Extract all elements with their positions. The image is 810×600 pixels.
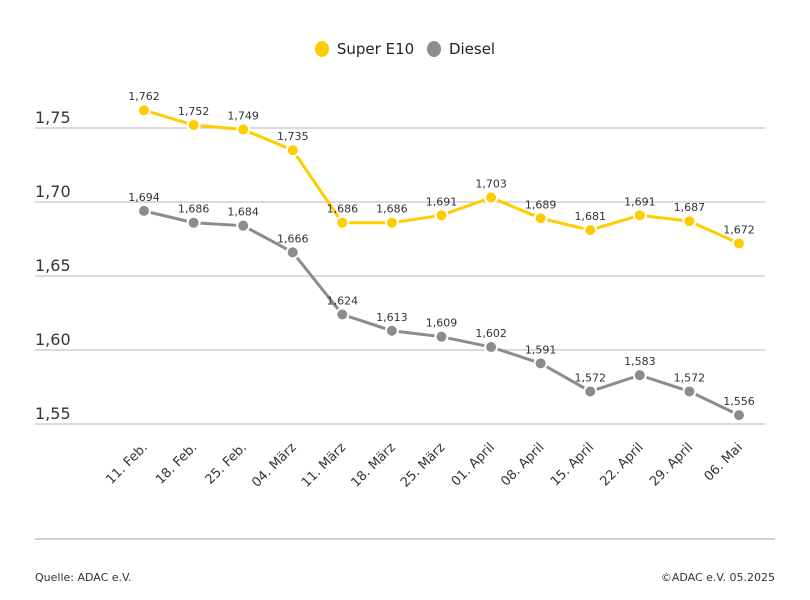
data-label: 1,681 [575, 210, 607, 223]
data-point [484, 340, 499, 355]
data-point [682, 214, 697, 229]
data-label: 1,762 [128, 90, 160, 103]
data-label: 1,749 [227, 109, 259, 122]
source-note: Quelle: ADAC e.V. [35, 571, 132, 584]
data-label: 1,703 [475, 178, 507, 191]
data-point [632, 208, 647, 223]
data-point [632, 368, 647, 383]
x-tick-label: 11. März [299, 440, 349, 490]
x-tick-label: 01. April [449, 440, 498, 489]
copyright: ©ADAC e.V. 05.2025 [660, 571, 775, 584]
data-label: 1,672 [723, 223, 755, 236]
data-point [137, 203, 151, 218]
data-point [236, 218, 251, 233]
legend-marker-super-e10 [314, 41, 329, 57]
data-point [434, 329, 449, 344]
data-point [236, 122, 251, 137]
data-label: 1,689 [525, 198, 557, 211]
data-label: 1,666 [277, 232, 309, 245]
legend-marker-diesel [426, 41, 441, 57]
x-tick-label: 15. April [548, 440, 597, 489]
data-point [384, 215, 399, 230]
data-point [335, 307, 350, 322]
data-label: 1,686 [178, 203, 210, 216]
y-tick-label: 1,55 [35, 404, 71, 423]
x-tick-label: 18. März [348, 440, 398, 490]
data-label: 1,684 [227, 206, 259, 219]
data-label: 1,694 [128, 191, 160, 204]
data-point [186, 118, 201, 133]
y-tick-label: 1,70 [35, 182, 71, 201]
data-label: 1,613 [376, 311, 408, 324]
data-point [484, 190, 499, 205]
data-label: 1,752 [178, 105, 210, 118]
y-tick-label: 1,60 [35, 330, 71, 349]
data-point [285, 245, 300, 260]
data-label: 1,735 [277, 130, 309, 143]
data-label: 1,687 [674, 201, 706, 214]
data-label: 1,686 [327, 203, 359, 216]
series-line-super-e10 [143, 108, 740, 245]
legend-label: Diesel [448, 40, 496, 58]
data-label: 1,572 [575, 371, 607, 384]
data-point [533, 211, 548, 226]
data-point [682, 384, 697, 399]
data-label: 1,686 [376, 203, 408, 216]
x-tick-label: 08. April [498, 440, 547, 489]
data-point [583, 223, 598, 238]
data-point [335, 215, 350, 230]
data-label: 1,572 [674, 371, 706, 384]
x-tick-label: 11. Feb. [103, 440, 150, 487]
data-point [732, 408, 746, 423]
data-label: 1,591 [525, 343, 557, 356]
x-tick-label: 22. April [597, 440, 646, 489]
data-point [384, 323, 399, 338]
x-tick-label: 25. Feb. [203, 440, 250, 487]
data-label: 1,691 [426, 195, 458, 208]
data-label: 1,556 [723, 395, 755, 408]
data-point [186, 215, 201, 230]
y-tick-label: 1,75 [35, 108, 71, 127]
x-tick-label: 06. Mai [702, 440, 746, 484]
data-point [583, 384, 598, 399]
data-point [137, 103, 151, 118]
data-label: 1,602 [475, 327, 507, 340]
series-line-diesel [143, 209, 740, 417]
data-point [533, 356, 548, 371]
data-label: 1,624 [327, 294, 359, 307]
legend-item-diesel: Diesel [426, 40, 496, 58]
x-tick-label: 25. März [398, 440, 448, 490]
data-point [732, 236, 746, 251]
y-tick-label: 1,65 [35, 256, 71, 275]
x-tick-label: 18. Feb. [153, 440, 200, 487]
legend-item-super-e10: Super E10 [314, 40, 415, 58]
data-point [434, 208, 449, 223]
x-tick-label: 04. März [249, 440, 299, 490]
legend-label: Super E10 [336, 40, 415, 58]
x-tick-label: 29. April [647, 440, 696, 489]
data-point [285, 143, 300, 158]
legend: Super E10 Diesel [0, 40, 810, 61]
data-label: 1,609 [426, 317, 458, 330]
data-label: 1,583 [624, 355, 656, 368]
data-label: 1,691 [624, 195, 656, 208]
